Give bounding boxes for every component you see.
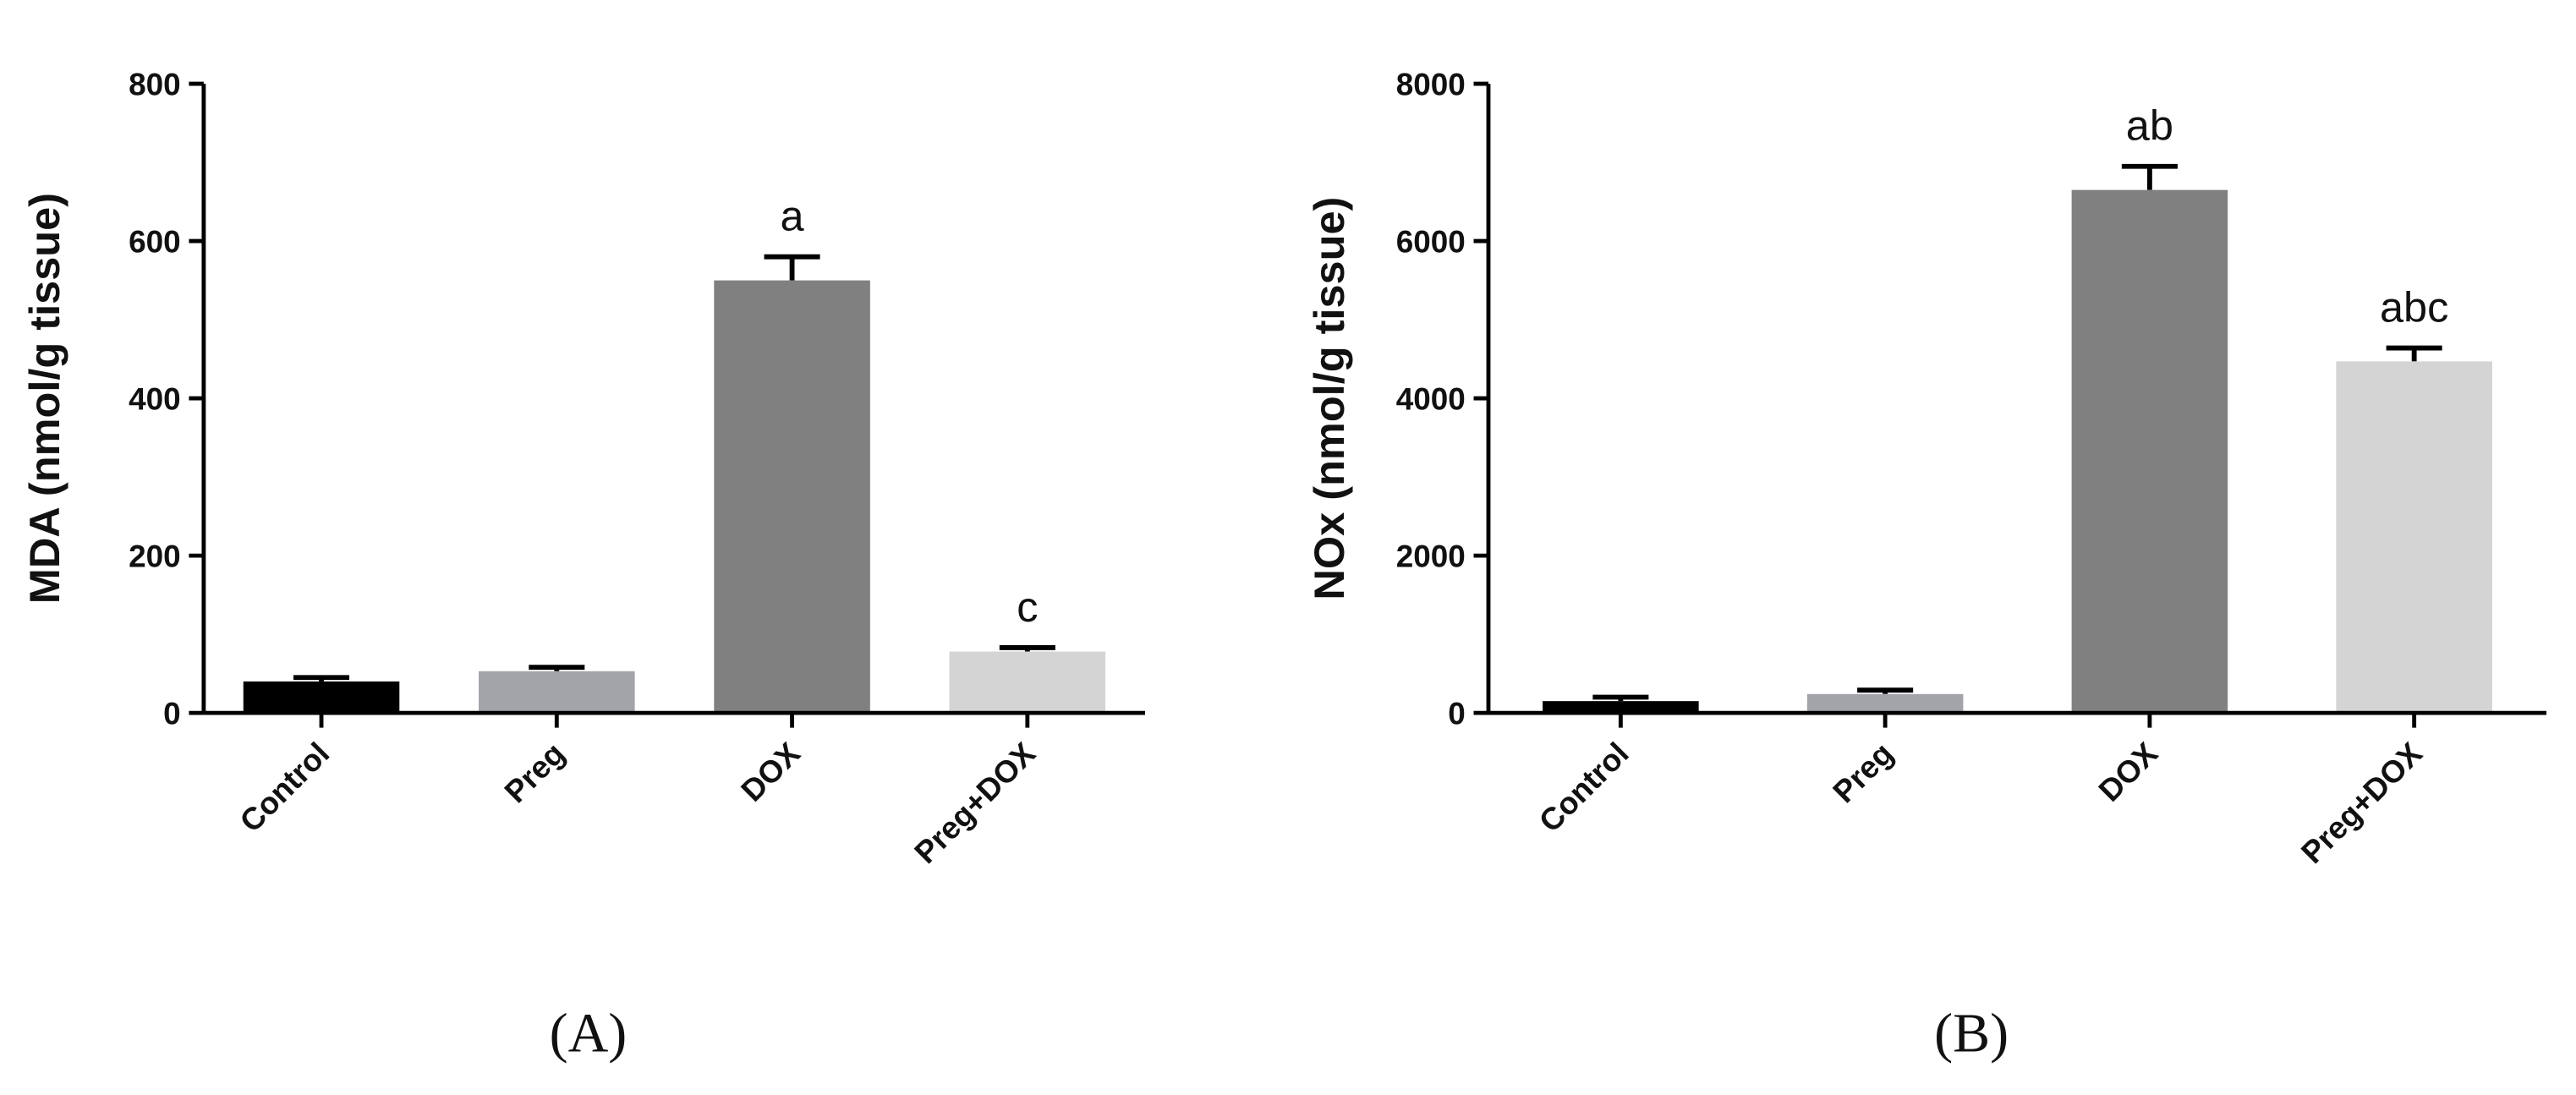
y-axis-title: NOx (nmol/g tissue) [1305,197,1353,600]
x-tick-label: Preg [1826,736,1899,809]
y-axis-title: MDA (nmol/g tissue) [20,193,69,604]
y-tick-label: 2000 [1396,539,1466,574]
y-tick-label: 8000 [1396,68,1466,102]
y-tick-label: 400 [129,382,181,417]
significance-label: c [1017,583,1038,631]
y-tick-label: 6000 [1396,225,1466,260]
bar [2071,189,2228,714]
significance-label: a [781,192,805,240]
y-tick-label: 4000 [1396,382,1466,417]
bar [2336,361,2492,714]
bar [949,651,1106,714]
y-tick-label: 200 [129,539,181,574]
bar [243,681,400,714]
y-tick-label: 800 [129,68,181,102]
panel-label: (B) [1934,1002,2009,1064]
y-tick-label: 600 [129,225,181,260]
y-tick-label: 0 [163,697,181,731]
significance-label: ab [2126,101,2173,150]
panel-label: (A) [550,1002,628,1064]
bar [1806,693,1964,714]
x-tick-label: Preg+DOX [907,736,1042,870]
bar [714,280,870,714]
y-tick-label: 0 [1448,697,1466,731]
x-tick-label: Preg+DOX [2294,736,2429,870]
significance-label: abc [2380,283,2448,331]
bar [1543,701,1699,714]
x-tick-label: Control [1532,736,1636,839]
x-tick-label: Control [233,736,337,839]
bar [479,671,635,714]
x-tick-label: DOX [734,736,807,808]
x-tick-label: DOX [2092,736,2165,808]
x-tick-label: Preg [498,736,572,809]
